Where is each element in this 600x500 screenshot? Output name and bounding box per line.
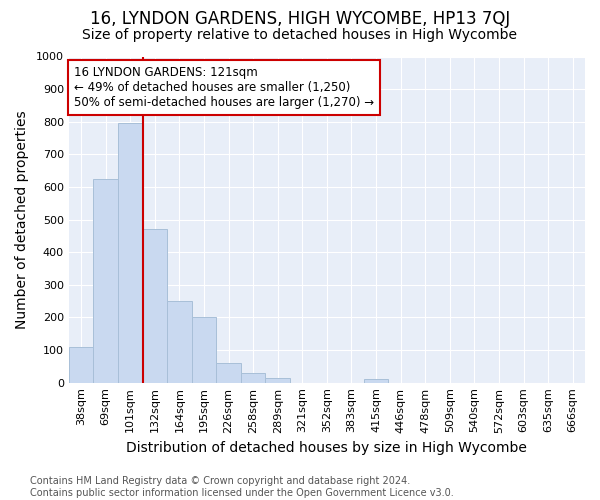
- Y-axis label: Number of detached properties: Number of detached properties: [15, 110, 29, 329]
- Bar: [364, 380, 388, 382]
- Text: Size of property relative to detached houses in High Wycombe: Size of property relative to detached ho…: [83, 28, 517, 42]
- Bar: [118, 124, 143, 382]
- Bar: [265, 378, 290, 382]
- Text: 16 LYNDON GARDENS: 121sqm
← 49% of detached houses are smaller (1,250)
50% of se: 16 LYNDON GARDENS: 121sqm ← 49% of detac…: [74, 66, 374, 110]
- Text: Contains HM Land Registry data © Crown copyright and database right 2024.
Contai: Contains HM Land Registry data © Crown c…: [30, 476, 454, 498]
- X-axis label: Distribution of detached houses by size in High Wycombe: Distribution of detached houses by size …: [127, 441, 527, 455]
- Text: 16, LYNDON GARDENS, HIGH WYCOMBE, HP13 7QJ: 16, LYNDON GARDENS, HIGH WYCOMBE, HP13 7…: [90, 10, 510, 28]
- Bar: [241, 373, 265, 382]
- Bar: [69, 347, 94, 382]
- Bar: [94, 179, 118, 382]
- Bar: [216, 363, 241, 382]
- Bar: [192, 318, 216, 382]
- Bar: [167, 301, 192, 382]
- Bar: [143, 230, 167, 382]
